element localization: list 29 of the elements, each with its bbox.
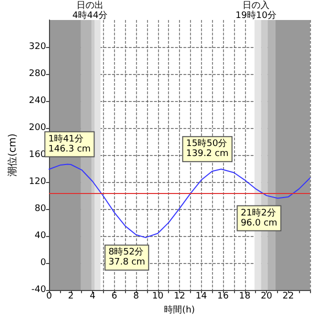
y-tick-label: 200	[28, 123, 46, 134]
y-tick-label: 320	[28, 42, 46, 52]
y-axis-title: 潮位(cm)	[6, 133, 18, 177]
annotation: 日の入 19時10分	[236, 0, 276, 21]
y-tick-label: 120	[28, 177, 46, 188]
x-tick-label: 10	[152, 292, 164, 302]
x-tick-label: 16	[217, 292, 230, 302]
annotation: 1時41分 146.3 cm	[48, 133, 91, 154]
annotation: 15時50分 139.2 cm	[186, 138, 229, 160]
y-tick-label: 280	[28, 69, 46, 80]
x-tick-label: 8	[133, 292, 140, 302]
x-tick-label: 6	[111, 292, 118, 302]
y-tick-label: -40	[31, 285, 46, 296]
y-tick-label: 80	[34, 204, 46, 214]
x-tick-label: 12	[174, 292, 186, 302]
y-tick-label: 240	[28, 96, 46, 106]
x-tick-label: 20	[260, 292, 273, 302]
annotation: 8時52分 37.8 cm	[108, 246, 146, 268]
x-tick-label: 4	[90, 292, 96, 302]
x-axis-title: 時間(h)	[164, 304, 195, 316]
y-tick-label: 40	[34, 231, 46, 242]
x-tick-label: 22	[282, 292, 294, 302]
annotation: 21時2分 96.0 cm	[240, 207, 278, 228]
x-tick-label: 14	[196, 292, 208, 302]
line-series	[48, 164, 310, 238]
y-tick-label: 0	[40, 258, 46, 268]
x-tick-label: 2	[68, 292, 74, 302]
x-tick-label: 18	[239, 292, 251, 302]
annotation: 日の出 4時44分	[72, 0, 108, 21]
